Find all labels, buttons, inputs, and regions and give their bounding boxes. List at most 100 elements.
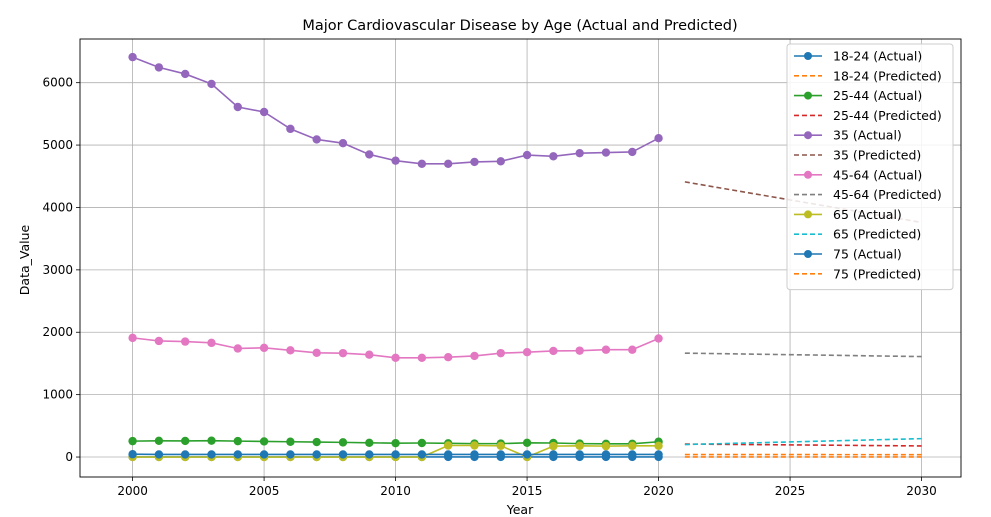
data-point: [654, 334, 663, 343]
x-tick-label: 2020: [643, 484, 674, 498]
data-point: [391, 438, 400, 448]
legend-item: 18-24 (Predicted): [794, 68, 942, 83]
x-tick-label: 2010: [380, 484, 411, 498]
data-point: [391, 156, 400, 165]
legend-label: 25-44 (Actual): [833, 88, 922, 103]
data-point: [601, 345, 611, 354]
data-point: [286, 450, 295, 459]
data-point: [128, 436, 137, 446]
data-point: [128, 52, 137, 62]
y-tick-label: 3000: [42, 263, 73, 277]
data-point: [417, 438, 427, 448]
data-point: [549, 346, 558, 356]
data-point: [207, 79, 216, 89]
data-point: [365, 150, 374, 159]
data-point: [575, 441, 584, 451]
legend-swatch-marker: [804, 91, 812, 100]
data-point: [259, 437, 269, 446]
data-point: [549, 441, 558, 451]
legend-label: 35 (Predicted): [833, 148, 921, 163]
legend-label: 18-24 (Actual): [833, 49, 922, 64]
data-point: [470, 441, 479, 450]
y-tick-label: 0: [65, 450, 73, 464]
data-point: [180, 337, 190, 346]
legend-item: 75 (Actual): [794, 247, 902, 262]
data-point: [417, 159, 427, 168]
data-point: [496, 348, 505, 358]
data-point: [259, 343, 269, 353]
y-tick-label: 1000: [42, 388, 73, 402]
series-line-dashed: [684, 352, 922, 358]
data-point: [628, 441, 637, 451]
data-point: [443, 353, 453, 362]
data-point: [417, 450, 427, 459]
data-point: [259, 450, 269, 459]
data-point: [522, 450, 532, 459]
data-point: [575, 346, 584, 355]
data-point: [654, 441, 663, 451]
legend-label: 65 (Predicted): [833, 227, 921, 242]
legend-swatch-marker: [804, 170, 812, 179]
data-point: [128, 333, 137, 343]
series-45-64-actual-: [128, 333, 663, 363]
data-point: [470, 450, 479, 459]
legend-item: 45-64 (Predicted): [794, 187, 942, 202]
series-layer: [128, 52, 922, 462]
data-point: [601, 148, 611, 157]
x-tick-label: 2005: [249, 484, 280, 498]
data-point: [233, 436, 242, 446]
data-point: [286, 346, 295, 355]
data-point: [233, 344, 242, 353]
data-point: [601, 450, 611, 459]
y-axis-title: Data_Value: [17, 224, 32, 295]
series-35-actual-: [128, 52, 663, 168]
data-point: [470, 157, 479, 167]
data-point: [286, 124, 295, 134]
legend: 18-24 (Actual) 18-24 (Predicted) 25-44 (Ac…: [786, 43, 954, 291]
data-point: [312, 437, 321, 447]
series-line-dashed: [684, 437, 922, 446]
legend-item: 25-44 (Predicted): [794, 108, 942, 123]
data-point: [154, 436, 164, 446]
y-tick-label: 2000: [42, 325, 73, 339]
x-tick-label: 2015: [512, 484, 543, 498]
data-point: [154, 450, 164, 459]
data-point: [549, 152, 558, 161]
series-75-actual-: [128, 450, 663, 459]
data-point: [207, 450, 216, 459]
data-point: [180, 69, 190, 79]
data-point: [417, 353, 427, 363]
data-point: [180, 436, 190, 446]
data-point: [338, 348, 348, 358]
data-point: [496, 157, 505, 166]
data-point: [601, 441, 611, 451]
data-point: [522, 438, 532, 448]
data-point: [575, 450, 584, 459]
legend-item: 65 (Predicted): [794, 227, 921, 242]
data-point: [365, 450, 374, 459]
data-point: [286, 437, 295, 446]
data-point: [628, 147, 637, 157]
legend-label: 25-44 (Predicted): [833, 108, 942, 123]
data-point: [549, 450, 558, 459]
data-point: [207, 436, 216, 445]
data-point: [154, 63, 164, 72]
legend-label: 75 (Actual): [833, 247, 902, 262]
plot-frame: [79, 38, 962, 478]
data-point: [522, 150, 532, 160]
legend-label: 35 (Actual): [833, 128, 902, 143]
legend-item: 75 (Predicted): [794, 266, 921, 281]
data-point: [443, 159, 453, 168]
data-point: [207, 338, 216, 348]
series-45-64-predicted-: [684, 352, 922, 358]
data-point: [180, 450, 190, 459]
chart-title: Major Cardiovascular Disease by Age (Act…: [302, 18, 737, 34]
legend-box: [786, 43, 954, 291]
x-tick-label: 2025: [775, 484, 806, 498]
data-point: [338, 450, 348, 459]
axis-layer: 2000 2005 2010 2015 2020 2025 2030 0 1000 2000 300…: [42, 38, 962, 498]
data-point: [312, 348, 321, 358]
legend-item: 45-64 (Actual): [794, 167, 922, 182]
